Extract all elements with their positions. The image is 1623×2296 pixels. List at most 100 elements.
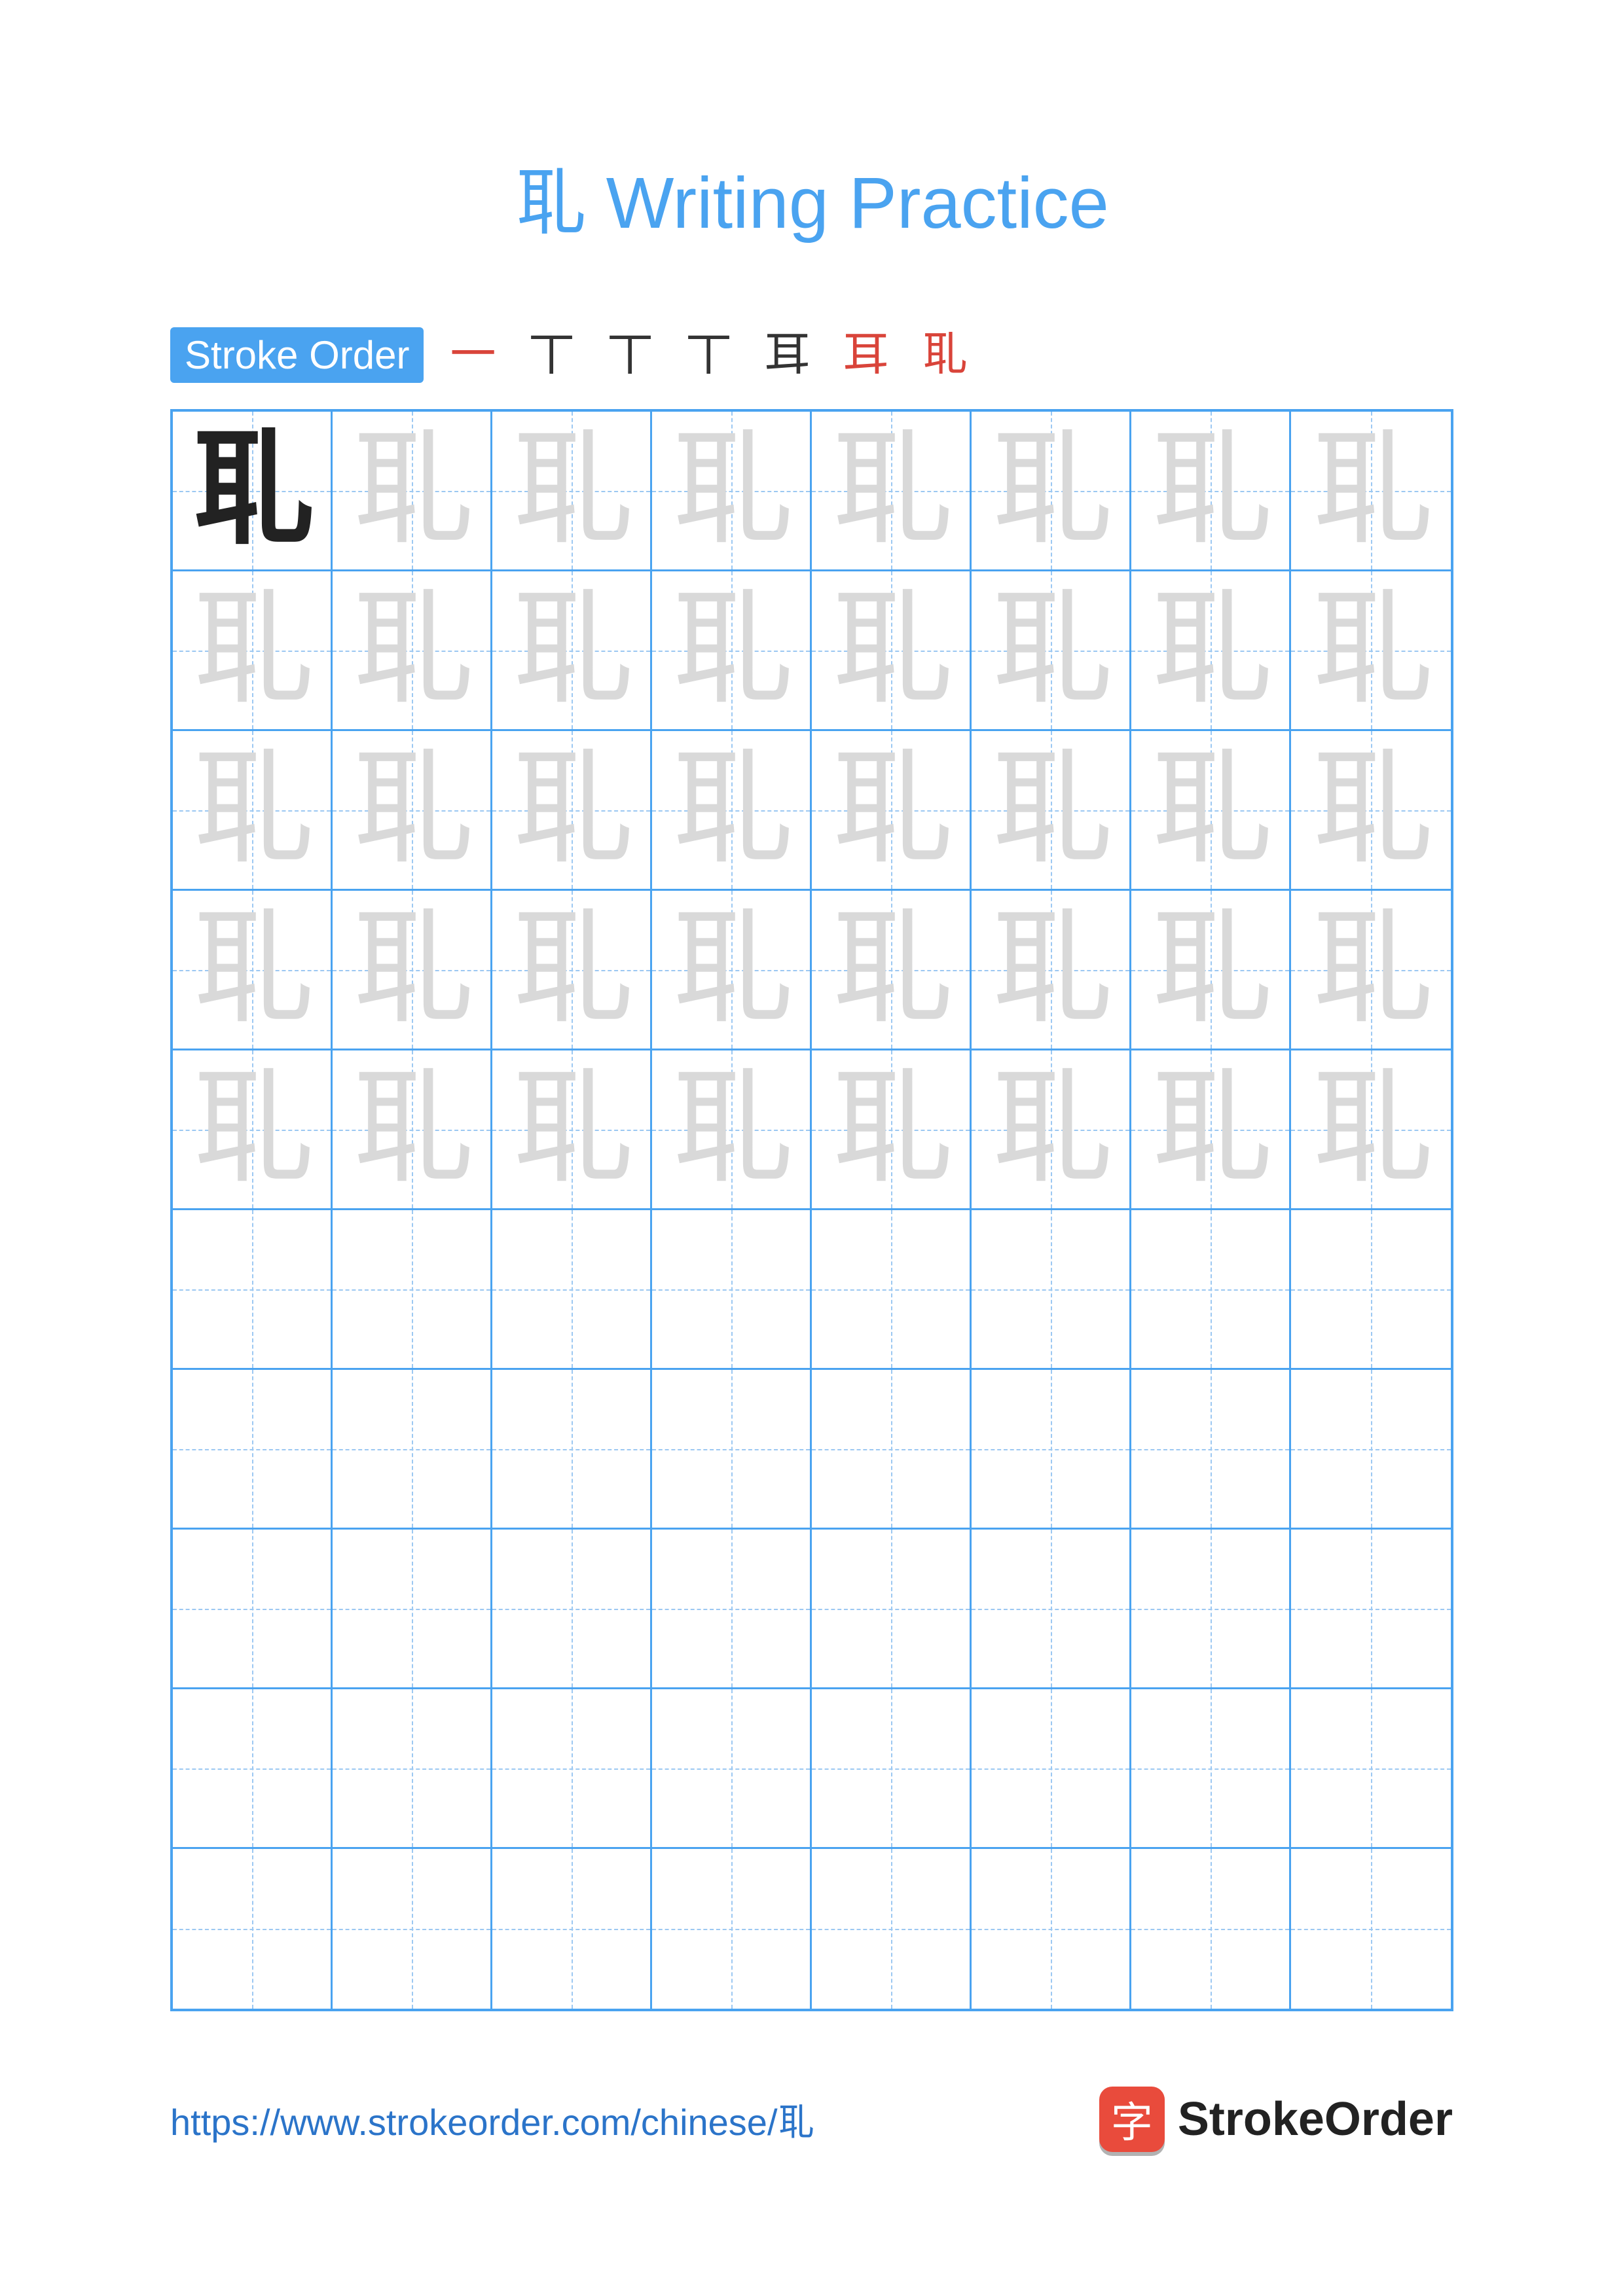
grid-cell: 耴 [812,731,972,891]
grid-cell: 耴 [333,412,492,571]
trace-character: 耴 [1291,891,1451,1049]
grid-cell: 耴 [812,412,972,571]
grid-cell [492,1689,652,1849]
trace-character: 耴 [1131,731,1289,889]
trace-character: 耴 [652,1050,810,1208]
trace-character: 耴 [972,891,1129,1049]
grid-cell [812,1849,972,2009]
grid-cell: 耴 [492,731,652,891]
grid-cell: 耴 [1131,731,1291,891]
stroke-step: 耴 [915,332,974,378]
grid-cell: 耴 [492,891,652,1050]
grid-cell [333,1849,492,2009]
stroke-step: 丅 [522,332,581,378]
stroke-step: 丅 [679,332,738,378]
grid-cell: 耴 [1131,891,1291,1050]
stroke-order-steps: 一丅丅丅耳耳耴 [443,332,974,378]
grid-cell [1131,1849,1291,2009]
grid-cell: 耴 [972,571,1131,731]
grid-cell [972,1210,1131,1370]
grid-cell: 耴 [812,891,972,1050]
trace-character: 耴 [173,571,331,729]
trace-character: 耴 [173,731,331,889]
brand-text: StrokeOrder [1178,2092,1453,2146]
footer-url: https://www.strokeorder.com/chinese/耴 [170,2093,814,2146]
grid-cell: 耴 [652,571,812,731]
grid-cell: 耴 [173,1050,333,1210]
brand-icon: 字 [1099,2087,1165,2152]
trace-character: 耴 [1131,1050,1289,1208]
footer: https://www.strokeorder.com/chinese/耴 字 … [170,2087,1453,2152]
grid-cell [972,1530,1131,1689]
grid-cell: 耴 [812,571,972,731]
grid-cell [173,1210,333,1370]
grid-cell: 耴 [1131,1050,1291,1210]
grid-cell [652,1689,812,1849]
grid-cell [492,1530,652,1689]
trace-character: 耴 [173,1050,331,1208]
grid-cell: 耴 [1291,412,1451,571]
grid-cell [652,1370,812,1530]
grid-cell: 耴 [492,412,652,571]
trace-character: 耴 [333,731,490,889]
trace-character: 耴 [972,1050,1129,1208]
stroke-order-row: Stroke Order 一丅丅丅耳耳耴 [170,327,1453,383]
grid-cell: 耴 [333,731,492,891]
trace-character: 耴 [812,731,970,889]
grid-cell: 耴 [972,412,1131,571]
trace-character: 耴 [1131,412,1289,569]
trace-character: 耴 [492,731,650,889]
grid-cell [812,1370,972,1530]
grid-cell [492,1849,652,2009]
grid-cell: 耴 [1291,891,1451,1050]
grid-cell: 耴 [173,731,333,891]
grid-cell [972,1370,1131,1530]
grid-cell [812,1689,972,1849]
stroke-step: 一 [443,332,502,378]
grid-cell: 耴 [1131,412,1291,571]
grid-cell: 耴 [1291,571,1451,731]
trace-character: 耴 [173,891,331,1049]
trace-character: 耴 [652,891,810,1049]
trace-character: 耴 [812,571,970,729]
grid-cell [1291,1689,1451,1849]
brand: 字 StrokeOrder [1099,2087,1453,2152]
grid-cell [1291,1530,1451,1689]
trace-character: 耴 [972,571,1129,729]
grid-cell: 耴 [1291,731,1451,891]
trace-character: 耴 [492,571,650,729]
trace-character: 耴 [972,412,1129,569]
trace-character: 耴 [333,891,490,1049]
grid-cell: 耴 [333,891,492,1050]
stroke-step: 耳 [757,332,816,378]
trace-character: 耴 [1291,571,1451,729]
grid-cell [492,1370,652,1530]
trace-character: 耴 [1291,412,1451,569]
grid-cell [1291,1370,1451,1530]
trace-character: 耴 [652,571,810,729]
grid-cell: 耴 [333,1050,492,1210]
trace-character: 耴 [492,891,650,1049]
grid-cell [492,1210,652,1370]
grid-cell: 耴 [333,571,492,731]
grid-cell: 耴 [972,731,1131,891]
grid-cell [173,1530,333,1689]
trace-character: 耴 [652,412,810,569]
grid-cell [1131,1210,1291,1370]
page-title: 耴 Writing Practice [170,144,1453,249]
trace-character: 耴 [652,731,810,889]
grid-cell [173,1689,333,1849]
grid-cell [1131,1530,1291,1689]
grid-cell [333,1210,492,1370]
trace-character: 耴 [333,1050,490,1208]
trace-character: 耴 [812,1050,970,1208]
grid-cell [1291,1210,1451,1370]
grid-cell [652,1210,812,1370]
grid-cell: 耴 [173,412,333,571]
grid-cell: 耴 [972,1050,1131,1210]
grid-cell [972,1689,1131,1849]
trace-character: 耴 [812,412,970,569]
grid-cell [972,1849,1131,2009]
model-character: 耴 [173,412,331,569]
grid-cell: 耴 [652,891,812,1050]
